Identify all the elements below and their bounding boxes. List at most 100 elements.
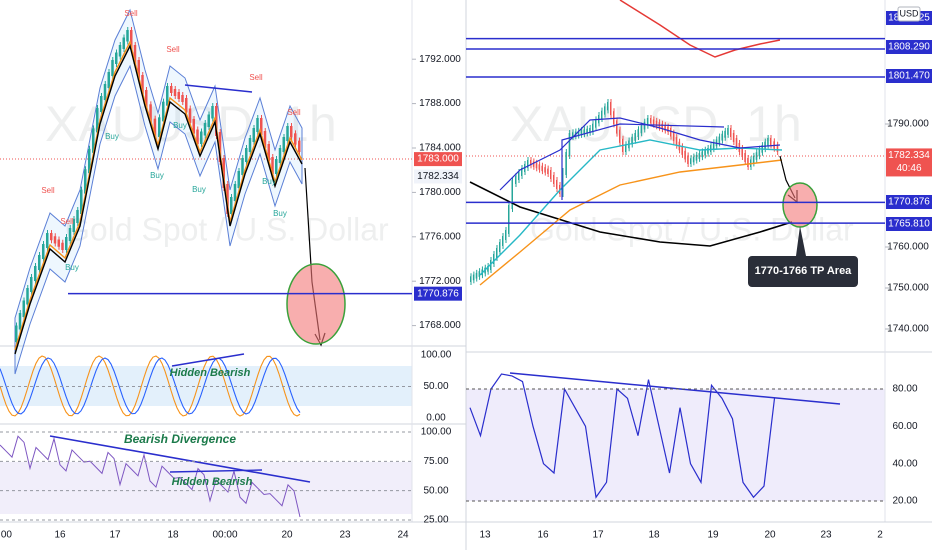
price-tag — [886, 195, 932, 209]
x-tick-label: :00 — [0, 530, 12, 541]
candle — [282, 137, 285, 152]
candle — [252, 128, 255, 142]
candle — [271, 157, 274, 174]
candle — [610, 102, 612, 116]
candle — [126, 30, 129, 42]
y-tick-label: 80.00 — [892, 384, 917, 395]
y-tick-label: 1776.000 — [419, 231, 461, 242]
price-tag-label: 1808.290 — [888, 42, 930, 53]
candle — [530, 160, 532, 166]
candle — [675, 137, 678, 146]
y-tick-label: 1792.000 — [419, 54, 461, 65]
candle — [207, 114, 210, 127]
x-tick-label: 17 — [592, 530, 604, 541]
candle — [470, 276, 472, 282]
candle — [34, 266, 37, 281]
candle — [744, 153, 746, 162]
candle — [776, 144, 779, 152]
sell-signal: Sell — [287, 108, 301, 117]
price-tag-label: 1770.876 — [417, 288, 459, 299]
callout — [748, 226, 858, 287]
candle — [515, 176, 517, 184]
candle — [222, 158, 225, 188]
candle — [298, 140, 301, 152]
candle — [650, 118, 652, 124]
candle — [586, 128, 588, 134]
countdown: 40:46 — [896, 163, 921, 174]
rsi-band — [466, 389, 885, 501]
candle — [619, 129, 621, 143]
y-tick-label: 1750.000 — [887, 283, 929, 294]
sell-signal: Sell — [124, 9, 138, 18]
candle — [752, 155, 755, 164]
candle — [248, 138, 252, 152]
price-tag — [886, 40, 932, 54]
candle — [710, 145, 712, 152]
osc-band — [0, 462, 412, 514]
candle — [122, 37, 125, 49]
candle — [57, 239, 60, 247]
trend-line — [509, 372, 841, 405]
price-tag — [886, 217, 932, 231]
candle — [245, 148, 248, 162]
x-tick-label: 17 — [109, 530, 121, 541]
candle — [646, 118, 649, 126]
candle — [162, 101, 165, 122]
candle — [92, 128, 95, 153]
ma-line — [14, 43, 303, 355]
candle — [166, 86, 169, 106]
stoch-d — [0, 357, 301, 415]
candle — [634, 133, 636, 141]
candle — [50, 233, 53, 241]
candle — [690, 158, 692, 164]
candle — [15, 325, 18, 342]
candle — [38, 255, 41, 270]
candle — [149, 104, 152, 123]
annotation: Hidden Bearish — [170, 367, 251, 379]
candle — [764, 141, 766, 150]
candle — [76, 210, 79, 223]
candle — [80, 189, 83, 214]
candle — [508, 205, 510, 234]
price-tag — [414, 152, 462, 167]
buy-signal: Buy — [105, 132, 119, 141]
candle — [241, 158, 244, 175]
candle — [218, 132, 222, 162]
x-tick-label: 23 — [339, 530, 351, 541]
candle — [203, 123, 207, 136]
candle — [544, 167, 546, 173]
y-tick-label: 1784.000 — [419, 143, 461, 154]
candle — [518, 172, 520, 180]
candle — [625, 144, 627, 152]
candle — [664, 125, 666, 131]
candle — [65, 237, 68, 250]
candle — [96, 108, 99, 133]
candle — [672, 132, 675, 142]
x-tick-label: 20 — [764, 530, 776, 541]
candle — [118, 45, 122, 57]
y-tick-label: 75.00 — [423, 456, 448, 467]
candle — [30, 277, 33, 292]
buy-signal: Buy — [65, 263, 79, 272]
box-line — [561, 123, 725, 200]
candle — [200, 131, 203, 144]
candle — [130, 30, 133, 49]
x-tick-label: 00:00 — [212, 530, 237, 541]
y-tick-label: 60.00 — [892, 421, 917, 432]
stoch-k — [0, 355, 301, 417]
ma-line — [619, 0, 781, 58]
x-tick-label: 24 — [397, 530, 409, 541]
annotation: Hidden Bearish — [172, 476, 253, 488]
sell-signal: Sell — [166, 45, 180, 54]
candle — [84, 169, 87, 194]
sell-signal: Sell — [41, 186, 55, 195]
osc-line — [0, 435, 301, 518]
y-tick-label: 0.00 — [426, 413, 446, 424]
ma-line — [499, 117, 781, 191]
candle — [730, 128, 732, 137]
y-tick-label: 40.00 — [892, 458, 917, 469]
candle — [275, 159, 278, 174]
candle — [511, 180, 513, 209]
candle — [532, 161, 535, 167]
